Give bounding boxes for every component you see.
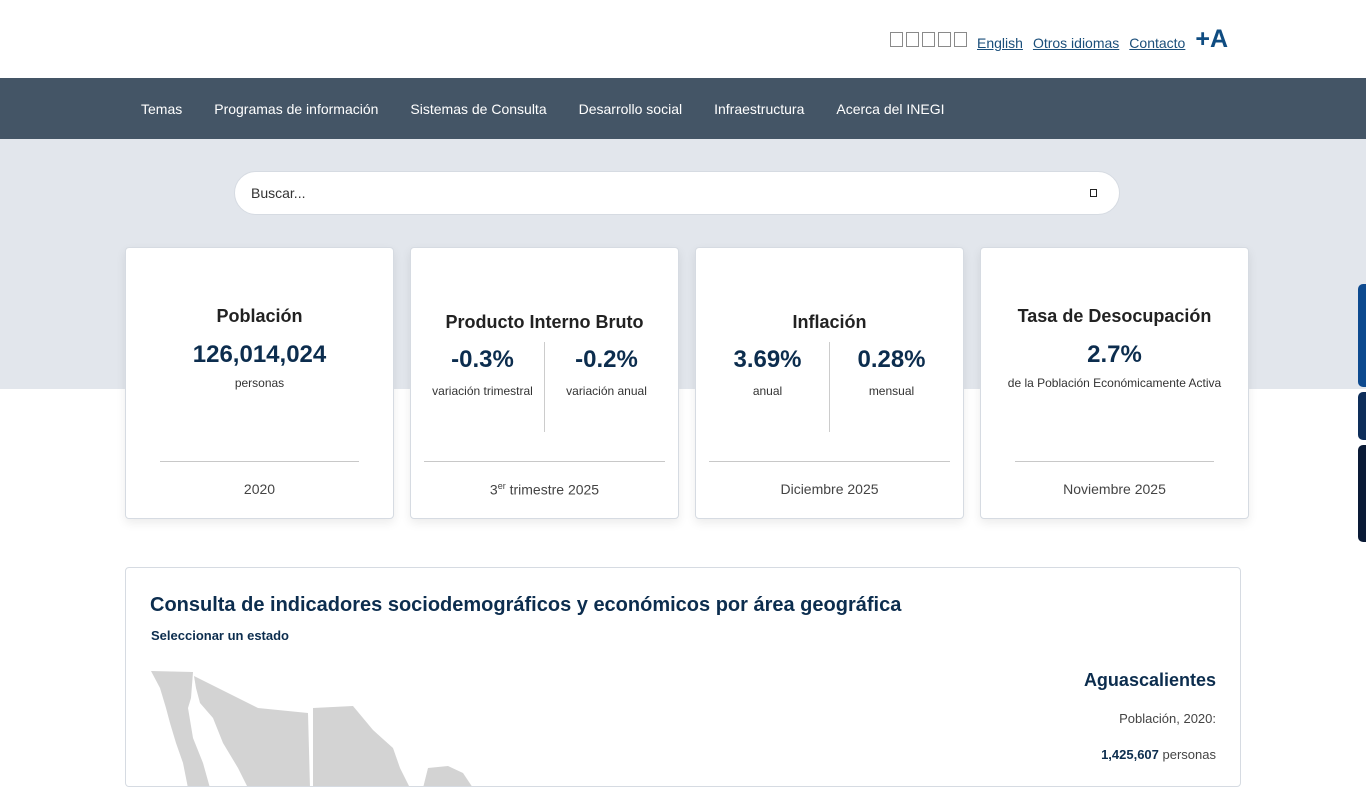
side-tab-3[interactable]: [1358, 445, 1366, 542]
map-state-sonora[interactable]: [194, 676, 310, 787]
english-link[interactable]: English: [977, 34, 1023, 51]
geo-indicators-panel: Consulta de indicadores sociodemográfico…: [125, 567, 1241, 787]
card-divider: [424, 461, 665, 462]
search-bar: [234, 171, 1120, 215]
card-footer: Diciembre 2025: [780, 481, 879, 497]
social-icon-3[interactable]: [922, 32, 936, 47]
search-icon[interactable]: [1090, 189, 1097, 197]
geo-panel-title: Consulta de indicadores sociodemográfico…: [150, 594, 902, 616]
card-split: -0.3% variación trimestral -0.2% variaci…: [421, 342, 668, 432]
card-value: 0.28%: [857, 346, 926, 373]
social-icon-1[interactable]: [890, 32, 904, 47]
mexico-map[interactable]: [148, 668, 508, 787]
side-tab-2[interactable]: [1358, 392, 1366, 440]
card-title: Inflación: [792, 312, 867, 332]
card-value: 126,014,024: [192, 341, 327, 368]
card-split: 3.69% anual 0.28% mensual: [706, 342, 953, 432]
card-subtitle: mensual: [868, 384, 915, 398]
social-icon-5[interactable]: [954, 32, 968, 47]
nav-item-temas[interactable]: Temas: [141, 100, 183, 117]
utility-links: English Otros idiomas Contacto +A: [890, 27, 1228, 52]
footer-ordinal: 3: [489, 481, 498, 498]
population-number: 1,425,607: [1101, 747, 1159, 762]
card-right-metric: -0.2% variación anual: [545, 342, 668, 432]
card-title: Producto Interno Bruto: [445, 312, 644, 332]
card-inflacion[interactable]: Inflación 3.69% anual 0.28% mensual Dici…: [695, 247, 964, 519]
card-subtitle: variación anual: [566, 384, 647, 398]
nav-item-desarrollo-social[interactable]: Desarrollo social: [578, 100, 683, 117]
top-utility-bar: English Otros idiomas Contacto +A: [0, 0, 1366, 78]
card-left-metric: -0.3% variación trimestral: [421, 342, 545, 432]
map-state-chihuahua[interactable]: [313, 706, 410, 787]
indicator-cards: Población 126,014,024 personas 2020 Prod…: [125, 247, 1249, 519]
card-desocupacion[interactable]: Tasa de Desocupación 2.7% de la Població…: [980, 247, 1249, 519]
card-left-metric: 3.69% anual: [706, 342, 830, 432]
card-footer: Noviembre 2025: [1063, 481, 1166, 497]
nav-item-sistemas[interactable]: Sistemas de Consulta: [410, 100, 547, 117]
nav-item-acerca[interactable]: Acerca del INEGI: [836, 100, 945, 117]
card-divider: [160, 461, 359, 462]
population-label: Población, 2020:: [1119, 711, 1216, 726]
side-floating-tabs: [1358, 284, 1366, 547]
side-tab-1[interactable]: [1358, 284, 1366, 387]
card-subtitle: personas: [234, 376, 285, 390]
card-subtitle: variación trimestral: [432, 384, 533, 398]
map-state-baja-california[interactable]: [151, 671, 210, 787]
card-footer: 3er trimestre 2025: [411, 481, 678, 498]
search-input[interactable]: [251, 185, 1090, 201]
card-value: 3.69%: [733, 346, 802, 373]
geo-state-info: Aguascalientes Población, 2020: 1,425,60…: [1084, 670, 1216, 762]
card-title: Población: [216, 306, 303, 326]
main-nav: Temas Programas de información Sistemas …: [0, 78, 1366, 139]
footer-period: trimestre 2025: [505, 481, 600, 498]
card-poblacion[interactable]: Población 126,014,024 personas 2020: [125, 247, 394, 519]
footer-ordinal-suffix: er: [497, 481, 506, 491]
card-value: 2.7%: [1087, 341, 1142, 368]
nav-item-infraestructura[interactable]: Infraestructura: [714, 100, 805, 117]
population-unit: personas: [1158, 747, 1216, 762]
population-value: 1,425,607 personas: [1084, 747, 1216, 762]
selected-state-name: Aguascalientes: [1083, 670, 1216, 690]
card-divider: [709, 461, 950, 462]
social-icon-2[interactable]: [906, 32, 920, 47]
card-right-metric: 0.28% mensual: [830, 342, 953, 432]
map-state-coahuila[interactable]: [423, 766, 473, 787]
social-icon-4[interactable]: [938, 32, 952, 47]
nav-item-programas[interactable]: Programas de información: [214, 100, 379, 117]
other-languages-link[interactable]: Otros idiomas: [1032, 34, 1120, 51]
card-title: Tasa de Desocupación: [1017, 306, 1212, 326]
card-value: -0.3%: [451, 346, 514, 373]
social-icons-group: [890, 32, 968, 47]
geo-panel-subtitle: Seleccionar un estado: [151, 628, 289, 643]
card-subtitle: de la Población Económicamente Activa: [1007, 376, 1222, 390]
card-subtitle: anual: [752, 384, 783, 398]
increase-font-button[interactable]: +A: [1195, 25, 1228, 53]
card-pib[interactable]: Producto Interno Bruto -0.3% variación t…: [410, 247, 679, 519]
card-divider: [1015, 461, 1214, 462]
card-value: -0.2%: [575, 346, 638, 373]
card-footer: 2020: [243, 481, 276, 497]
contact-link[interactable]: Contacto: [1129, 34, 1186, 51]
